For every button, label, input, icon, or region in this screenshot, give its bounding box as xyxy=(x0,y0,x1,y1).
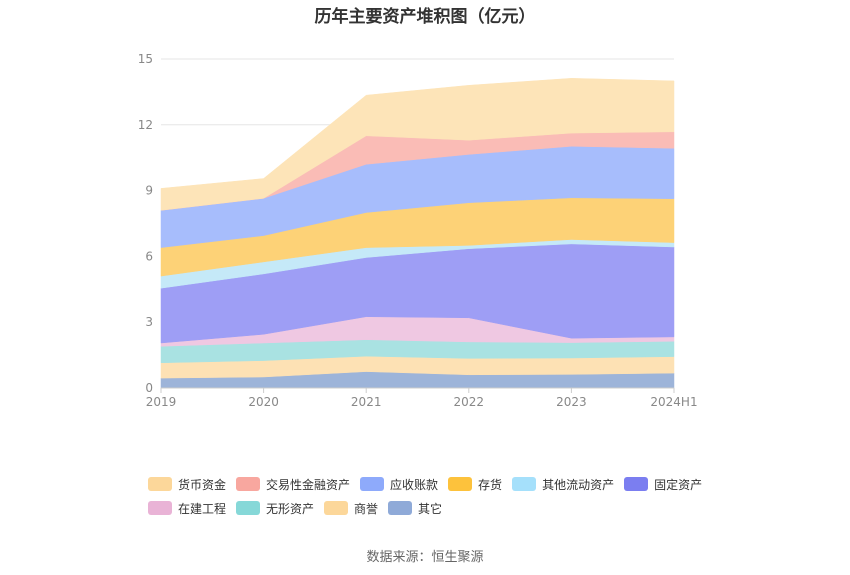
legend-swatch xyxy=(148,477,172,491)
y-tick-label: 0 xyxy=(145,381,153,395)
legend-item[interactable]: 存货 xyxy=(448,476,502,493)
legend-swatch xyxy=(624,477,649,491)
x-tick-label: 2021 xyxy=(351,395,382,409)
legend-label: 应收账款 xyxy=(390,477,439,492)
legend-row-1: 货币资金 交易性金融资产 应收账款 存货 其他流动资产 固定资产 xyxy=(148,472,748,496)
legend-swatch xyxy=(448,477,473,491)
legend-label: 存货 xyxy=(478,477,503,492)
legend-item[interactable]: 固定资产 xyxy=(624,476,702,493)
x-tick-label: 2024H1 xyxy=(650,395,697,409)
data-source: 数据来源：恒生聚源 xyxy=(366,550,484,565)
y-tick-label: 6 xyxy=(145,249,153,263)
legend-swatch xyxy=(324,501,349,515)
legend-label: 其他流动资产 xyxy=(542,477,615,492)
area-series-货币资金 xyxy=(160,78,675,211)
legend-item[interactable]: 货币资金 xyxy=(148,476,226,493)
legend-row-2: 在建工程 无形资产 商誉 其它 xyxy=(148,496,748,520)
legend-item[interactable]: 在建工程 xyxy=(148,500,226,517)
chart-title: 历年主要资产堆积图（亿元） xyxy=(314,7,536,27)
legend-item[interactable]: 其他流动资产 xyxy=(512,476,614,493)
legend-label: 固定资产 xyxy=(654,477,703,492)
axis-layer: 0 3 6 9 12 15 2019 2020 2021 2022 2023 2024H1 xyxy=(138,52,698,409)
legend-label: 无形资产 xyxy=(266,501,315,516)
legend-item[interactable]: 无形资产 xyxy=(236,500,314,517)
legend-item[interactable]: 应收账款 xyxy=(360,476,438,493)
x-tick-label: 2020 xyxy=(248,395,279,409)
legend-label: 货币资金 xyxy=(178,477,227,492)
legend-item[interactable]: 交易性金融资产 xyxy=(236,476,350,493)
legend-swatch xyxy=(236,477,261,491)
legend-label: 其它 xyxy=(418,501,443,516)
legend-swatch xyxy=(360,477,385,491)
y-tick-label: 15 xyxy=(138,52,153,66)
legend-item[interactable]: 商誉 xyxy=(324,500,378,517)
y-tick-label: 12 xyxy=(138,118,153,132)
legend-label: 交易性金融资产 xyxy=(266,477,351,492)
legend-swatch xyxy=(236,501,261,515)
legend-label: 商誉 xyxy=(354,501,379,516)
x-tick-label: 2023 xyxy=(556,395,587,409)
area-layer xyxy=(160,78,675,389)
legend-item[interactable]: 其它 xyxy=(388,500,442,517)
legend: 货币资金 交易性金融资产 应收账款 存货 其他流动资产 固定资产 在建工程 无形资产 商誉 其它 xyxy=(148,472,748,520)
y-tick-label: 9 xyxy=(145,184,153,198)
y-tick-label: 3 xyxy=(145,315,153,329)
x-tick-label: 2022 xyxy=(454,395,485,409)
legend-swatch xyxy=(512,477,537,491)
stacked-area-chart: 0 3 6 9 12 15 2019 2020 2021 2022 2023 2024H1 xyxy=(138,52,698,409)
legend-swatch xyxy=(148,501,172,515)
legend-label: 在建工程 xyxy=(178,501,227,516)
legend-swatch xyxy=(388,501,413,515)
x-tick-label: 2019 xyxy=(146,395,177,409)
